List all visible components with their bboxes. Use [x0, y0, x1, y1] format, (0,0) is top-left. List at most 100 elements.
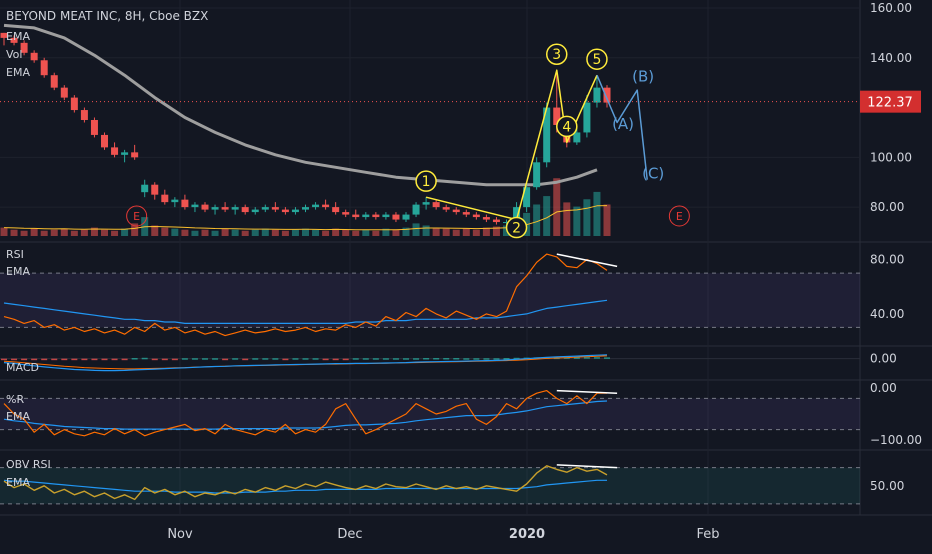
volume-bar [291, 229, 299, 236]
candle-body [40, 60, 48, 76]
macd-histogram-bar [212, 358, 219, 360]
candle-body [30, 52, 38, 61]
candle-body [201, 204, 209, 210]
macd-histogram-bar [51, 358, 58, 361]
legend-rsi: RSI [6, 248, 24, 261]
volume-bar [452, 229, 460, 236]
volume-bar [0, 227, 8, 236]
volume-bar [60, 228, 68, 236]
rsi-tick-label: 80.00 [870, 253, 904, 267]
wr-ema-line [3, 400, 608, 430]
candle-body [503, 222, 510, 224]
volume-bar [70, 230, 78, 236]
candle-body [131, 152, 139, 158]
volume-bar [422, 225, 430, 236]
candle-body [492, 219, 500, 223]
volume-bar [171, 228, 179, 236]
wave-label-1: 1 [422, 174, 431, 190]
candle-body [231, 207, 239, 210]
candle-body [442, 207, 450, 210]
volume-bar [40, 230, 48, 236]
macd-histogram-bar [21, 358, 28, 361]
macd-histogram-bar [362, 358, 369, 360]
rsi-line [3, 253, 608, 337]
candle-body [10, 37, 18, 43]
wave-label-4: 4 [562, 119, 571, 135]
candle-body [141, 184, 149, 193]
wave-label-3: 3 [552, 47, 561, 63]
wr-tick-label: 0.00 [870, 381, 897, 395]
volume-bar [352, 230, 360, 236]
volume-bar [593, 191, 601, 236]
macd-histogram-bar [111, 358, 118, 361]
candle-body [432, 202, 440, 208]
volume-bar [302, 228, 309, 236]
candle-body [472, 214, 480, 218]
candle-body [603, 87, 611, 103]
volume-bar [312, 229, 320, 236]
candle-body [171, 199, 179, 203]
macd-histogram-bar [392, 358, 399, 360]
price-tick-label: 140.00 [870, 51, 912, 65]
obv-rsi-line [3, 465, 608, 501]
candle-body [70, 97, 78, 111]
volume-bar [382, 228, 390, 236]
time-tick-label: Dec [337, 527, 362, 542]
macd-histogram-bar [513, 357, 520, 360]
macd-histogram-bar [342, 358, 349, 361]
volume-bar [271, 229, 279, 236]
macd-histogram-bar [131, 358, 138, 360]
wave-label-circle [505, 216, 528, 239]
wr-band [0, 398, 860, 430]
macd-histogram-bar [352, 358, 359, 360]
volume-bar [131, 223, 139, 236]
candle-body [111, 147, 119, 155]
volume-bar [30, 228, 38, 236]
wave-label-2: 2 [512, 221, 521, 237]
macd-histogram-bar [453, 358, 460, 360]
candle-body [60, 87, 68, 98]
abc-projection-line [596, 74, 648, 180]
volume-bar [412, 223, 420, 236]
macd-histogram-bar [81, 358, 88, 361]
macd-histogram-bar [332, 358, 339, 361]
volume-bar [583, 199, 591, 236]
volume-bar [261, 228, 269, 236]
candle-body [543, 107, 551, 163]
candle-body [513, 207, 521, 223]
volume-bar [241, 230, 249, 236]
volume-bar [281, 230, 289, 236]
volume-bar [251, 229, 259, 236]
macd-tick-label: 0.00 [870, 352, 897, 366]
wr-divergence-line [556, 389, 618, 394]
volume-bar [151, 225, 159, 236]
macd-histogram-bar [191, 358, 198, 360]
volume-bar [573, 206, 581, 236]
volume-bar [533, 204, 541, 236]
volume-bar [10, 229, 18, 236]
candle-body [412, 204, 420, 215]
volume-bar [543, 196, 551, 236]
macd-histogram-bar [242, 358, 249, 361]
macd-histogram-bar [91, 358, 98, 361]
macd-histogram-bar [503, 358, 510, 360]
candle-body [593, 87, 601, 103]
macd-histogram-bar [443, 358, 450, 360]
macd-histogram-bar [493, 358, 500, 360]
legend-obv-ema: EMA [6, 476, 30, 489]
macd-histogram-bar [282, 358, 289, 361]
wr-tick-label: −100.00 [870, 433, 922, 447]
volume-bar [482, 227, 490, 236]
volume-bar [50, 229, 58, 236]
wr-line [3, 390, 607, 437]
candle-body [281, 209, 289, 213]
wave-label-projection: (C) [642, 165, 664, 183]
volume-bar [221, 228, 229, 236]
volume-bar [492, 226, 500, 236]
obv-divergence-line [556, 464, 618, 469]
macd-histogram-bar [322, 358, 329, 361]
wave-label-circle [546, 43, 568, 65]
